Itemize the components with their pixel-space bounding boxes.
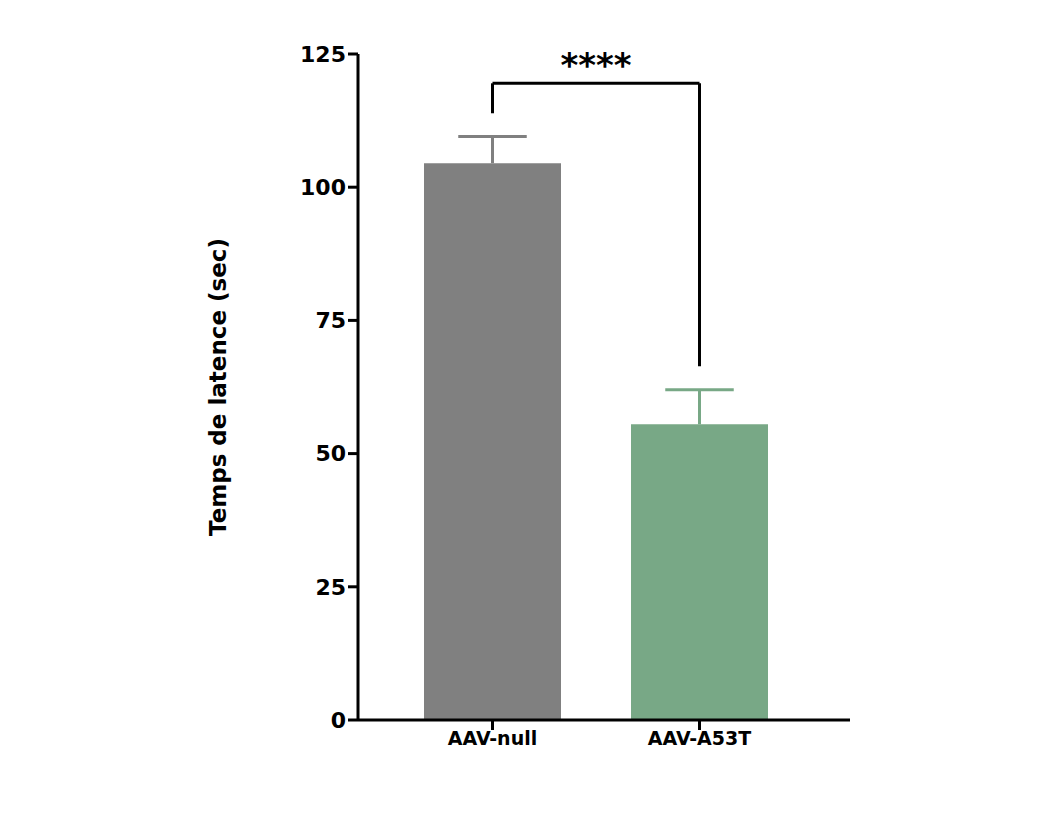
svg-text:****: ****	[560, 45, 631, 85]
svg-text:AAV-A53T: AAV-A53T	[648, 727, 751, 749]
svg-text:100: 100	[300, 175, 346, 200]
svg-text:50: 50	[315, 441, 346, 466]
svg-text:125: 125	[300, 42, 346, 67]
svg-text:0: 0	[331, 708, 346, 733]
svg-text:25: 25	[315, 575, 346, 600]
svg-text:AAV-null: AAV-null	[448, 727, 537, 749]
svg-text:Temps de latence (sec): Temps de latence (sec)	[205, 238, 231, 536]
svg-text:75: 75	[315, 308, 346, 333]
